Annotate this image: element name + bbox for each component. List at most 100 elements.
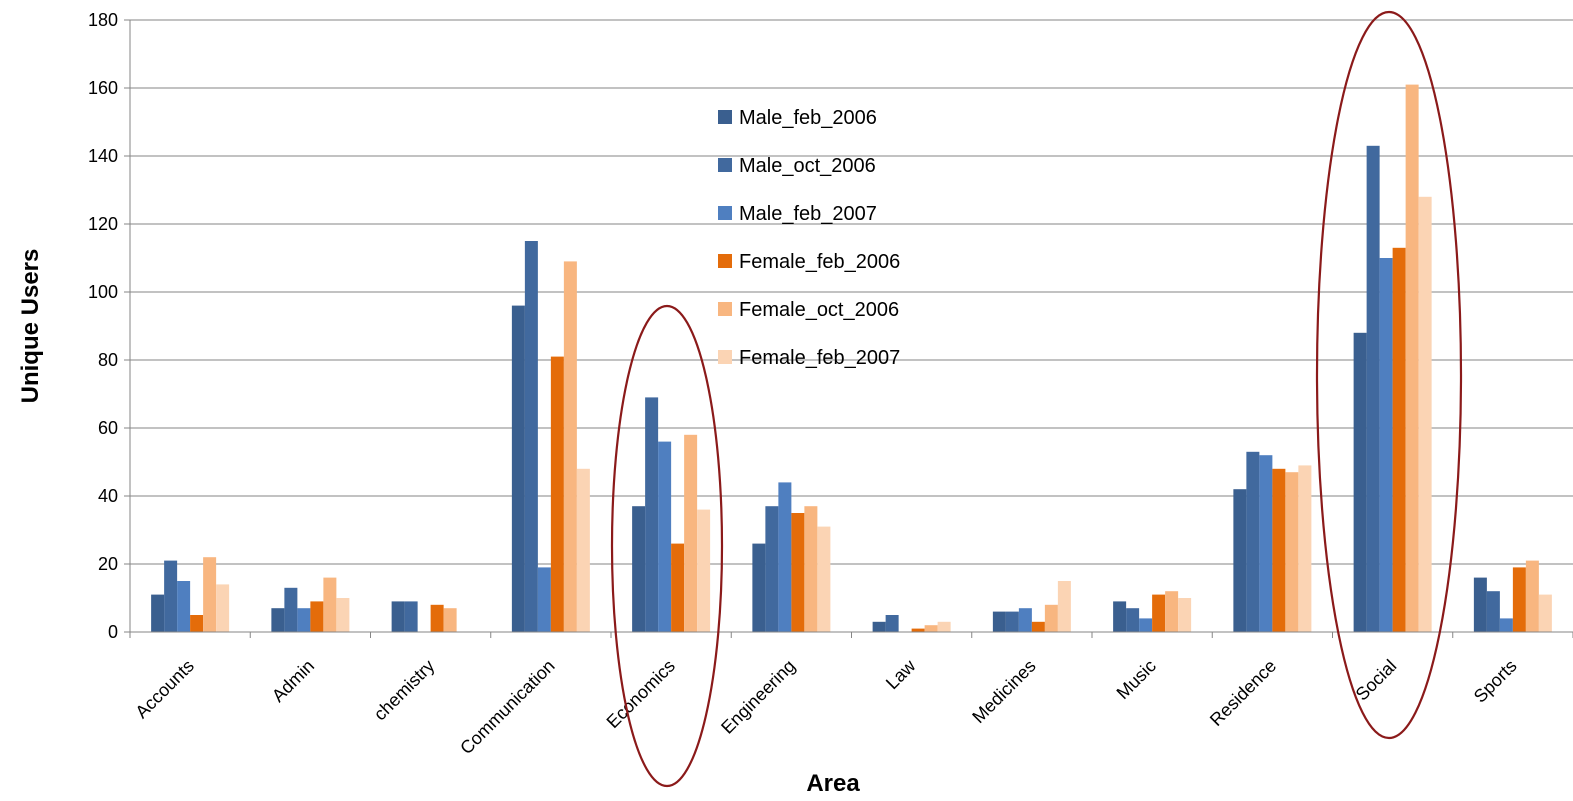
x-tick-label: Residence (1206, 656, 1280, 730)
legend-swatch (718, 350, 732, 364)
bar-Male_oct_2006-Sports (1486, 591, 1500, 632)
bar-Male_feb_2006-Engineering (752, 543, 766, 632)
x-tick-label: Communication (456, 656, 559, 759)
bar-Male_oct_2006-Admin (284, 587, 298, 632)
legend-swatch (718, 158, 732, 172)
bar-Female_feb_2007-Economics (697, 509, 711, 632)
legend-swatch (718, 110, 732, 124)
highlight-ellipses (610, 10, 1463, 788)
bar-Female_feb_2007-Residence (1298, 465, 1312, 632)
bar-Male_oct_2006-Social (1366, 145, 1380, 633)
bar-Male_feb_2006-Sports (1473, 577, 1487, 632)
bar-Male_feb_2007-Engineering (778, 482, 792, 632)
bar-Male_oct_2006-Engineering (765, 506, 779, 632)
bar-Female_feb_2007-Admin (336, 598, 350, 632)
y-tick-label: 120 (88, 214, 118, 234)
bar-Female_feb_2007-Communication (576, 468, 590, 632)
bar-Male_feb_2006-Admin (271, 608, 285, 632)
bar-Female_oct_2006-Accounts (203, 557, 217, 632)
bar-Male_oct_2006-Accounts (164, 560, 178, 632)
bar-Male_oct_2006-Law (885, 615, 899, 632)
bar-Male_feb_2006-Accounts (151, 594, 165, 632)
legend-label: Female_feb_2007 (739, 347, 900, 369)
bar-Female_oct_2006-Economics (684, 434, 698, 632)
bar-Male_feb_2007-Medicines (1018, 608, 1032, 632)
bar-Female_feb_2006-Engineering (791, 513, 805, 632)
x-tick-label: chemistry (370, 656, 439, 725)
y-tick-label: 0 (108, 622, 118, 642)
bar-Female_oct_2006-Sports (1525, 560, 1539, 632)
y-tick-label: 80 (98, 350, 118, 370)
bar-Male_oct_2006-Medicines (1005, 611, 1019, 632)
y-tick-label: 180 (88, 10, 118, 30)
x-tick-label: Music (1113, 656, 1160, 703)
legend-label: Female_oct_2006 (739, 299, 899, 321)
x-tick-label: Economics (603, 656, 679, 732)
bar-Male_feb_2006-Communication (511, 305, 525, 632)
bar-Female_feb_2006-Accounts (190, 615, 204, 632)
x-tick-label: Admin (268, 656, 318, 706)
x-tick-label: Sports (1470, 656, 1521, 707)
bar-Female_feb_2007-Engineering (817, 526, 831, 632)
bar-Female_feb_2006-Medicines (1031, 621, 1045, 632)
y-tick-label: 20 (98, 554, 118, 574)
highlight-ellipse-Social (1315, 10, 1463, 740)
bar-Male_feb_2006-Social (1353, 332, 1367, 632)
y-tick-label: 160 (88, 78, 118, 98)
bar-Male_oct_2006-Residence (1246, 451, 1260, 632)
x-tick-label: Accounts (131, 656, 198, 723)
bar-Female_feb_2007-Medicines (1057, 581, 1071, 632)
y-axis-title: Unique Users (17, 249, 44, 404)
bar-Male_feb_2007-Economics (658, 441, 672, 632)
y-tick-label: 40 (98, 486, 118, 506)
bar-Male_feb_2007-Residence (1259, 455, 1273, 632)
bar-Male_feb_2007-Sports (1499, 618, 1513, 632)
bar-Female_feb_2007-Music (1178, 598, 1192, 632)
bar-Female_oct_2006-Admin (323, 577, 337, 632)
bar-Female_feb_2007-Law (937, 621, 951, 632)
bar-Female_oct_2006-Social (1405, 84, 1419, 633)
bar-Male_feb_2007-Music (1139, 618, 1153, 632)
bar-Female_feb_2006-Music (1152, 594, 1166, 632)
bar-Male_feb_2006-chemistry (391, 601, 405, 632)
x-tick-label: Medicines (968, 656, 1039, 727)
legend-label: Female_feb_2006 (739, 251, 900, 273)
bar-Female_feb_2006-Residence (1272, 468, 1286, 632)
bar-Male_feb_2007-Communication (537, 567, 551, 632)
bar-Female_oct_2006-Residence (1285, 472, 1299, 632)
legend: Male_feb_2006 Male_oct_2006 Male_feb_2007 F… (718, 107, 900, 369)
legend-swatch (718, 254, 732, 268)
bar-Male_feb_2006-Residence (1233, 489, 1247, 632)
highlight-ellipse-Economics (610, 304, 724, 788)
bar-Female_feb_2007-Sports (1538, 594, 1552, 632)
bar-Male_feb_2006-Economics (632, 506, 646, 632)
legend-swatch (718, 206, 732, 220)
bar-Female_feb_2007-Accounts (216, 584, 230, 632)
bar-Male_oct_2006-Music (1126, 608, 1140, 632)
x-tick-label: Law (882, 655, 920, 693)
x-tick-label: Social (1352, 656, 1401, 705)
bar-Male_feb_2006-Music (1113, 601, 1127, 632)
bar-Male_feb_2007-Admin (297, 608, 311, 632)
legend-label: Male_feb_2006 (739, 107, 877, 129)
x-tick-labels: Accounts Admin chemistry Communication Econo… (131, 655, 1520, 758)
bar-Female_feb_2006-Economics (671, 543, 685, 632)
bar-Female_oct_2006-Engineering (804, 506, 818, 632)
bar-Male_feb_2007-Social (1379, 258, 1393, 632)
legend-label: Male_feb_2007 (739, 203, 877, 225)
bar-Female_oct_2006-chemistry (443, 608, 457, 632)
legend-swatch (718, 302, 732, 316)
bar-Female_oct_2006-Communication (563, 261, 577, 632)
bar-Female_oct_2006-Law (924, 625, 938, 632)
bar-Female_oct_2006-Medicines (1044, 604, 1058, 632)
x-tick-label: Engineering (717, 656, 799, 738)
bar-Male_feb_2006-Law (872, 621, 886, 632)
legend-label: Male_oct_2006 (739, 155, 876, 177)
y-tick-label: 60 (98, 418, 118, 438)
bar-Female_feb_2007-Social (1418, 196, 1432, 633)
y-tick-label: 100 (88, 282, 118, 302)
bar-Female_feb_2006-Communication (550, 356, 564, 632)
x-axis-title: Area (806, 770, 860, 797)
axes (129, 20, 1573, 633)
